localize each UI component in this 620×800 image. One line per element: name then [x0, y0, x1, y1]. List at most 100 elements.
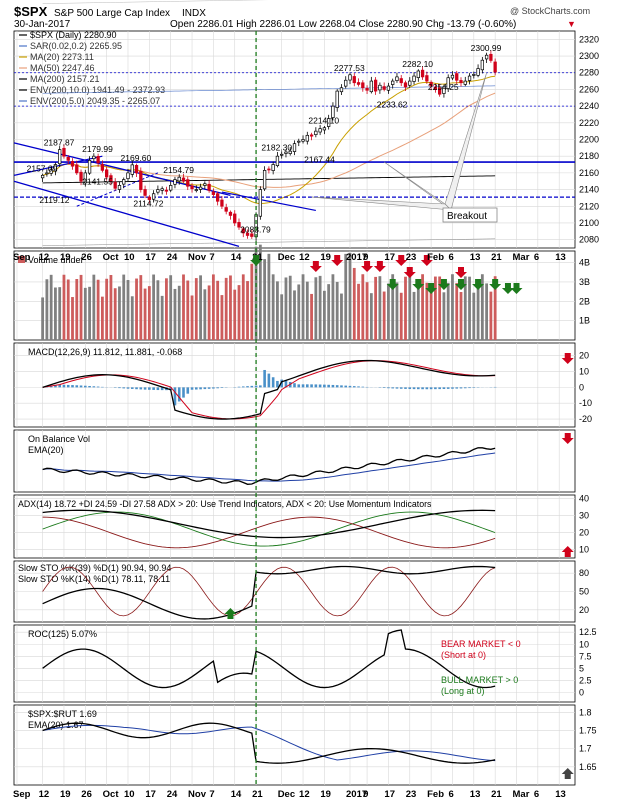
price-xtick-label: 19	[320, 252, 331, 263]
volume-bar	[455, 283, 459, 340]
candle-body	[83, 172, 87, 184]
volume-ytick-label: 4B	[579, 258, 590, 268]
macd-hist-bar	[126, 387, 130, 389]
macd-hist-bar	[327, 384, 330, 388]
price-xtick-label: Feb	[427, 252, 444, 263]
volume-bar	[382, 291, 386, 340]
panel-frame-ratio	[13, 704, 576, 786]
volume-bar	[58, 287, 62, 340]
candle-body	[386, 85, 391, 91]
price-label: 2169.60	[121, 153, 152, 163]
volume-bar	[169, 275, 173, 340]
volume-bar	[75, 279, 79, 340]
macd-hist-bar	[408, 387, 412, 390]
volume-bar	[224, 277, 228, 340]
price-ytick-label: 2120	[579, 201, 599, 211]
candle-body	[344, 79, 348, 87]
candle-body	[348, 74, 352, 81]
candle-body	[75, 164, 79, 174]
candle-body	[79, 171, 83, 182]
candle-body	[280, 153, 284, 156]
candle-body	[476, 68, 480, 76]
candle-body	[301, 139, 305, 142]
macd-hist-bar	[246, 386, 249, 388]
volume-bar	[66, 279, 70, 340]
macd-hist-bar	[160, 387, 164, 391]
price-label: 2233.62	[377, 99, 408, 109]
candle-body	[66, 157, 70, 161]
candle-body	[58, 149, 62, 165]
candle-body	[309, 134, 314, 137]
candle-body	[305, 134, 309, 142]
price-xtick-label: Oct	[103, 252, 120, 263]
callout-text: Breakout	[447, 211, 487, 222]
macd-hist-bar	[199, 387, 202, 390]
candle-body	[96, 156, 100, 164]
candle-body	[442, 86, 446, 94]
bottom-xtick-label: 26	[81, 789, 92, 800]
candle-body	[335, 90, 339, 108]
macd-hist-bar	[216, 387, 219, 389]
bottom-xtick-label: 21	[252, 789, 263, 800]
volume-bar	[361, 274, 365, 340]
volume-bar	[182, 274, 185, 340]
volume-bar	[130, 296, 134, 340]
price-label: 2277.53	[334, 63, 365, 73]
macd-hist-bar	[391, 387, 394, 389]
candle-body	[314, 130, 318, 135]
price-candles	[40, 50, 497, 241]
candle-body	[241, 228, 245, 234]
macd-hist-bar	[49, 385, 53, 388]
volume-bar	[476, 282, 480, 340]
volume-bar	[442, 292, 446, 340]
buy-arrow-icon	[455, 279, 467, 290]
price-ytick-label: 2100	[579, 218, 599, 228]
candle-body	[352, 76, 356, 84]
obv-title: On Balance Vol	[28, 434, 90, 444]
macd-hist-bar	[429, 387, 433, 390]
volume-bar	[429, 292, 433, 340]
price-label: 2300.99	[471, 43, 502, 53]
symbol-title: $SPX	[14, 4, 48, 19]
candle-body	[463, 80, 467, 85]
candle-body	[122, 179, 126, 185]
ma200-line	[42, 175, 496, 184]
macd-hist-bar	[62, 384, 66, 388]
bottom-xtick-label: Sep	[13, 789, 31, 800]
volume-legend-swatch	[18, 256, 25, 263]
price-ytick-label: 2160	[579, 168, 599, 178]
roc-ytick-label: 2.5	[579, 675, 592, 685]
candle-body	[40, 174, 45, 179]
macd-hist-bar	[276, 380, 279, 388]
macd-hist-bar	[259, 385, 262, 388]
candle-body	[331, 105, 335, 118]
candle-body	[275, 155, 280, 167]
candle-body	[100, 164, 105, 171]
volume-bar	[293, 290, 296, 340]
volume-bar	[335, 281, 339, 340]
channel-line-a	[13, 155, 103, 176]
candle-body	[373, 79, 378, 92]
volume-bar	[459, 292, 463, 340]
candle-body	[339, 87, 344, 93]
volume-bar	[391, 274, 395, 340]
ratio-ytick-label: 1.7	[579, 744, 592, 754]
adx-line	[42, 509, 496, 539]
price-xtick-label: Nov	[188, 252, 207, 263]
volume-bar	[463, 276, 467, 340]
candle-body	[224, 207, 228, 212]
price-xtick-label: 2017	[346, 252, 367, 263]
candle-body	[493, 61, 497, 73]
volume-bar	[160, 295, 164, 340]
sell-arrow-icon	[455, 267, 467, 278]
volume-bar	[416, 283, 420, 340]
macd-ytick-label: -20	[579, 414, 592, 424]
macd-hist-bar	[177, 387, 181, 402]
volume-bar	[216, 280, 220, 340]
sto-buy-arrow-icon	[224, 608, 237, 619]
price-label: 2282.10	[402, 59, 433, 69]
bottom-xtick-label: 12	[39, 789, 50, 800]
volume-bar	[263, 259, 267, 340]
volume-title: Volume undef	[28, 255, 84, 265]
adx-arrow-icon	[561, 546, 574, 557]
